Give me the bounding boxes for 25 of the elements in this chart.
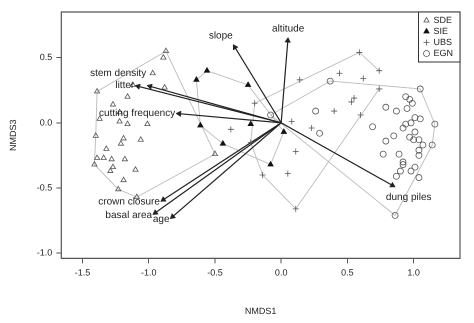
x-tick-label: -1.0 [140,267,156,278]
series-label: litter [115,80,135,92]
legend-label: SDE [433,14,452,25]
series-label: stem density [90,68,146,80]
y-axis-title: NMDS3 [8,119,18,151]
series-label: crown closure [98,196,160,208]
y-tick-label: 0.5 [40,52,52,62]
series-label: slope [208,30,234,42]
y-tick-label: -0.5 [36,182,52,192]
series-label: cutting frequency [99,108,176,120]
x-tick-label: 0.0 [274,267,288,278]
series-label: basal area [105,210,153,221]
x-axis-title: NMDS1 [244,306,276,316]
series-label: age [152,214,170,226]
x-tick-label: 0.5 [341,267,354,278]
legend-label: SIE [433,26,448,36]
legend-label: UBS [433,36,452,47]
x-tick-label: -1.5 [74,267,90,278]
legend-label: EGN [433,48,454,58]
y-tick-label: -1.0 [36,248,52,258]
series-label: dung piles [386,192,432,204]
series-label: altitude [272,23,305,34]
y-tick-label: 0.0 [40,117,52,128]
x-tick-label: 1.0 [407,267,420,278]
x-tick-label: -0.5 [207,267,223,278]
